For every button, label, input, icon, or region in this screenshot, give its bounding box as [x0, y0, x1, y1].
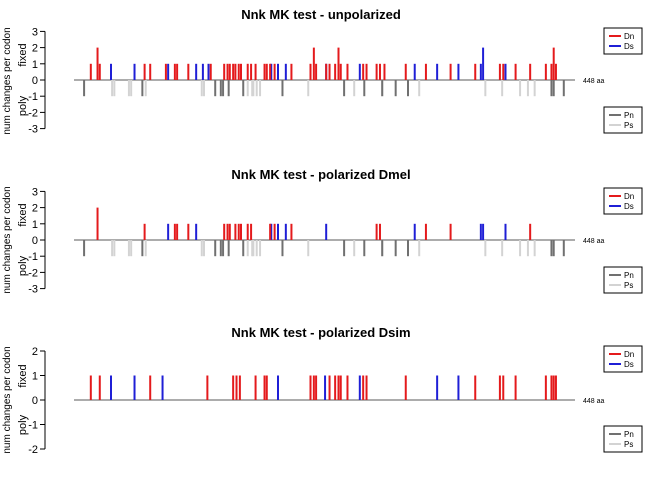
- y-tick-label: 2: [32, 346, 38, 358]
- panel-polarized-dsim: Nnk MK test - polarized Dsim num changes…: [2, 325, 643, 456]
- y-tick-label: 3: [32, 186, 38, 198]
- Ps-legend-label: Ps: [624, 281, 633, 290]
- y-tick-label: -2: [28, 107, 38, 119]
- legend-poly: [603, 425, 643, 453]
- protein-length-label: 448 aa: [583, 398, 605, 405]
- y-axis-label-poly: poly: [17, 414, 29, 435]
- y-tick-label: 0: [32, 395, 38, 407]
- y-tick-label: -2: [28, 444, 38, 456]
- y-axis-label-fixed: fixed: [17, 43, 29, 66]
- y-axis-label-outer: num changes per codon: [2, 27, 13, 134]
- y-axis-label-fixed: fixed: [17, 364, 29, 387]
- Dn-legend-label: Dn: [624, 192, 634, 201]
- protein-length-label: 448 aa: [583, 238, 605, 245]
- panel-unpolarized: Nnk MK test - unpolarized num changes pe…: [2, 7, 643, 136]
- chart-title: Nnk MK test - unpolarized: [241, 7, 401, 22]
- Pn-legend-label: Pn: [624, 111, 634, 120]
- legend-poly: [603, 106, 643, 134]
- y-tick-label: 2: [32, 43, 38, 55]
- y-tick-label: -1: [28, 251, 38, 263]
- y-tick-label: 1: [32, 371, 38, 383]
- y-tick-label: -3: [28, 124, 38, 136]
- y-tick-label: 1: [32, 219, 38, 231]
- y-axis-label-poly: poly: [17, 255, 29, 276]
- Ds-legend-label: Ds: [624, 360, 634, 369]
- Dn-legend-label: Dn: [624, 350, 634, 359]
- Pn-legend-label: Pn: [624, 271, 634, 280]
- panel-polarized-dmel: Nnk MK test - polarized Dmel num changes…: [2, 167, 643, 296]
- legend-fixed: [603, 345, 643, 373]
- y-tick-label: -1: [28, 420, 38, 432]
- Ds-legend-label: Ds: [624, 42, 634, 51]
- Ps-legend-label: Ps: [624, 440, 633, 449]
- y-axis-label-outer: num changes per codon: [2, 346, 13, 453]
- y-tick-label: -1: [28, 91, 38, 103]
- y-tick-label: 1: [32, 59, 38, 71]
- Ps-legend-label: Ps: [624, 121, 633, 130]
- y-tick-label: -3: [28, 284, 38, 296]
- y-tick-label: -2: [28, 267, 38, 279]
- protein-length-label: 448 aa: [583, 78, 605, 85]
- legend-fixed: [603, 187, 643, 215]
- legend-fixed: [603, 27, 643, 55]
- Ds-legend-label: Ds: [624, 202, 634, 211]
- y-axis-label-poly: poly: [17, 95, 29, 116]
- y-axis-label-fixed: fixed: [17, 203, 29, 226]
- chart-title: Nnk MK test - polarized Dsim: [231, 325, 410, 340]
- Pn-legend-label: Pn: [624, 430, 634, 439]
- y-tick-label: 0: [32, 235, 38, 247]
- y-tick-label: 2: [32, 203, 38, 215]
- y-tick-label: 0: [32, 75, 38, 87]
- y-tick-label: 3: [32, 26, 38, 38]
- legend-poly: [603, 266, 643, 294]
- Dn-legend-label: Dn: [624, 32, 634, 41]
- y-axis-label-outer: num changes per codon: [2, 186, 13, 293]
- chart-title: Nnk MK test - polarized Dmel: [231, 167, 410, 182]
